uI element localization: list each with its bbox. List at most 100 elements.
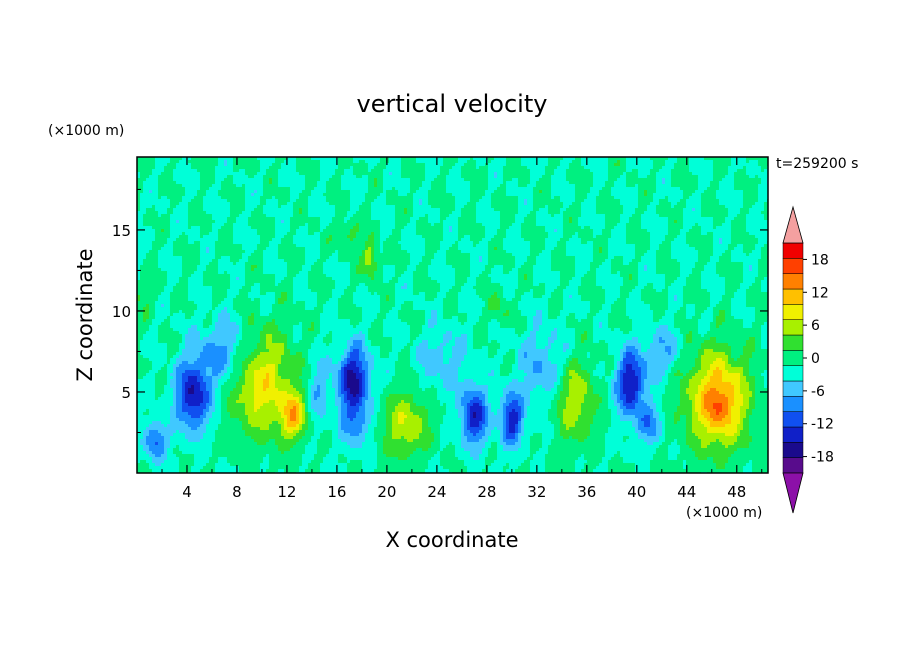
field-cell: [608, 193, 611, 196]
field-cell: [551, 208, 554, 211]
field-cell: [524, 223, 527, 226]
field-cell: [251, 178, 254, 181]
field-cell: [245, 226, 248, 229]
field-cell: [266, 169, 269, 172]
field-cell: [206, 211, 209, 214]
field-cell: [746, 199, 749, 202]
field-cell: [344, 196, 347, 199]
field-cell: [578, 175, 581, 178]
field-cell: [194, 226, 197, 229]
field-cell: [743, 187, 746, 190]
field-cell: [491, 160, 494, 163]
field-cell: [164, 196, 167, 199]
field-cell: [215, 190, 218, 193]
field-cell: [344, 211, 347, 214]
field-cell: [695, 220, 698, 223]
field-cell: [689, 217, 692, 220]
field-cell: [158, 169, 161, 172]
field-cell: [140, 193, 143, 196]
field-cell: [368, 169, 371, 172]
field-cell: [542, 205, 545, 208]
field-cell: [218, 202, 221, 205]
field-cell: [488, 211, 491, 214]
field-cell: [395, 193, 398, 196]
field-cell: [158, 163, 161, 166]
field-cell: [404, 226, 407, 229]
field-cell: [455, 199, 458, 202]
field-cell: [428, 220, 431, 223]
field-cell: [209, 172, 212, 175]
field-cell: [176, 208, 179, 211]
field-cell: [434, 184, 437, 187]
field-cell: [440, 223, 443, 226]
field-cell: [341, 178, 344, 181]
field-cell: [269, 214, 272, 217]
field-cell: [503, 220, 506, 223]
field-cell: [323, 160, 326, 163]
field-cell: [725, 223, 728, 226]
field-cell: [449, 187, 452, 190]
field-cell: [173, 199, 176, 202]
field-cell: [365, 169, 368, 172]
field-cell: [431, 217, 434, 220]
field-cell: [731, 163, 734, 166]
field-cell: [242, 196, 245, 199]
field-cell: [647, 211, 650, 214]
field-cell: [644, 163, 647, 166]
field-cell: [527, 208, 530, 211]
field-cell: [491, 205, 494, 208]
field-cell: [407, 226, 410, 229]
field-cell: [287, 205, 290, 208]
field-cell: [608, 160, 611, 163]
field-cell: [431, 208, 434, 211]
field-cell: [224, 223, 227, 226]
field-cell: [635, 217, 638, 220]
field-cell: [545, 163, 548, 166]
field-cell: [428, 202, 431, 205]
field-cell: [317, 214, 320, 217]
field-cell: [281, 226, 284, 229]
field-cell: [410, 205, 413, 208]
field-cell: [614, 166, 617, 169]
field-cell: [728, 169, 731, 172]
field-cell: [350, 226, 353, 229]
field-cell: [701, 187, 704, 190]
field-cell: [419, 190, 422, 193]
field-cell: [491, 226, 494, 229]
field-cell: [464, 187, 467, 190]
field-cell: [698, 169, 701, 172]
field-cell: [683, 211, 686, 214]
field-cell: [182, 208, 185, 211]
field-cell: [617, 181, 620, 184]
field-cell: [635, 166, 638, 169]
field-cell: [500, 193, 503, 196]
field-cell: [272, 187, 275, 190]
field-cell: [731, 199, 734, 202]
field-cell: [374, 196, 377, 199]
field-cell: [185, 172, 188, 175]
field-cell: [752, 175, 755, 178]
field-cell: [497, 166, 500, 169]
field-cell: [542, 226, 545, 229]
field-cell: [317, 172, 320, 175]
field-cell: [632, 178, 635, 181]
field-cell: [332, 181, 335, 184]
field-cell: [464, 214, 467, 217]
field-cell: [194, 223, 197, 226]
field-cell: [140, 163, 143, 166]
field-cell: [659, 187, 662, 190]
field-cell: [692, 217, 695, 220]
field-cell: [764, 208, 767, 211]
field-cell: [419, 181, 422, 184]
field-cell: [452, 190, 455, 193]
field-cell: [635, 184, 638, 187]
field-cell: [632, 208, 635, 211]
field-cell: [242, 193, 245, 196]
field-cell: [467, 178, 470, 181]
field-cell: [320, 226, 323, 229]
field-cell: [620, 208, 623, 211]
field-cell: [242, 190, 245, 193]
field-cell: [644, 169, 647, 172]
field-cell: [239, 208, 242, 211]
field-cell: [401, 196, 404, 199]
